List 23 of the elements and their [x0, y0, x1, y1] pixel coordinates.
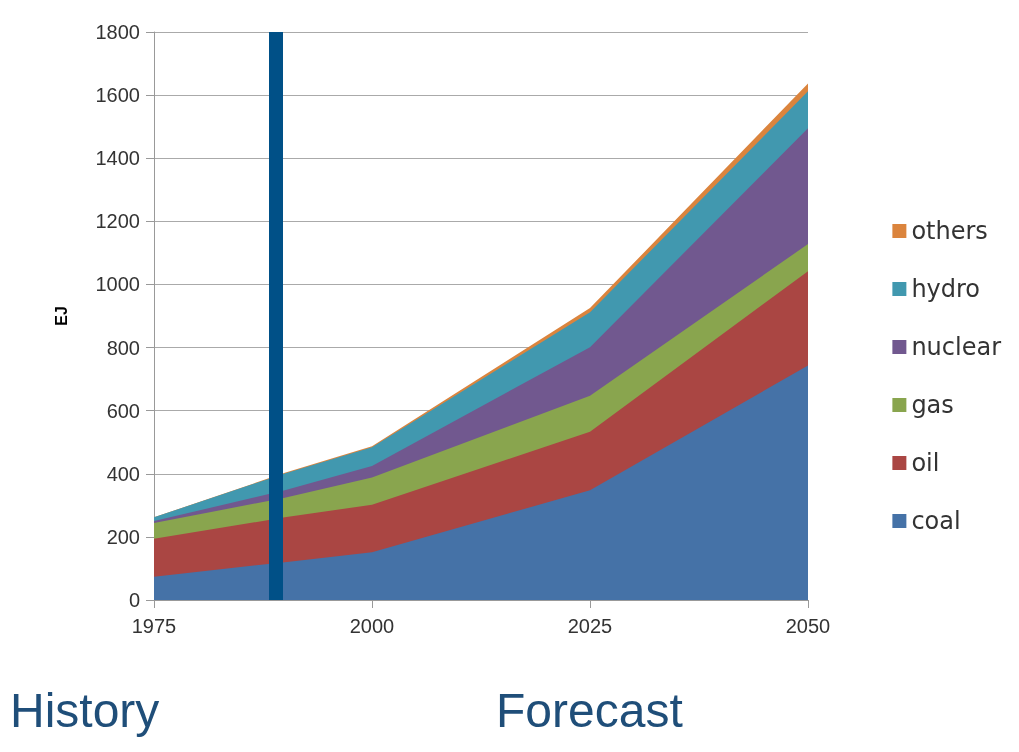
y-tick-label: 1400 [95, 147, 140, 170]
legend-label: others [911, 217, 988, 245]
legend-label: oil [911, 449, 940, 477]
y-tick-label: 800 [106, 336, 140, 359]
y-tick-label: 600 [106, 399, 140, 422]
y-tick-label: 1800 [95, 21, 140, 43]
y-axis-title: EJ [52, 306, 70, 326]
legend-label: gas [911, 391, 954, 419]
y-tick-label: 1000 [95, 273, 140, 296]
legend-label: nuclear [911, 333, 1002, 361]
y-tick-label: 0 [128, 589, 140, 611]
legend-label: hydro [911, 275, 981, 303]
x-tick-label: 2000 [349, 615, 395, 637]
x-tick-label: 1975 [131, 615, 177, 637]
legend-label: coal [911, 507, 961, 535]
y-tick-label: 400 [106, 462, 140, 485]
text: History [10, 683, 160, 737]
y-tick-label: 1600 [95, 84, 140, 107]
y-tick-label: 1200 [95, 210, 140, 233]
x-tick-label: 2050 [785, 615, 831, 637]
y-tick-label: 200 [106, 525, 140, 548]
text: Forecast [496, 683, 683, 737]
x-tick-label: 2025 [567, 615, 613, 637]
